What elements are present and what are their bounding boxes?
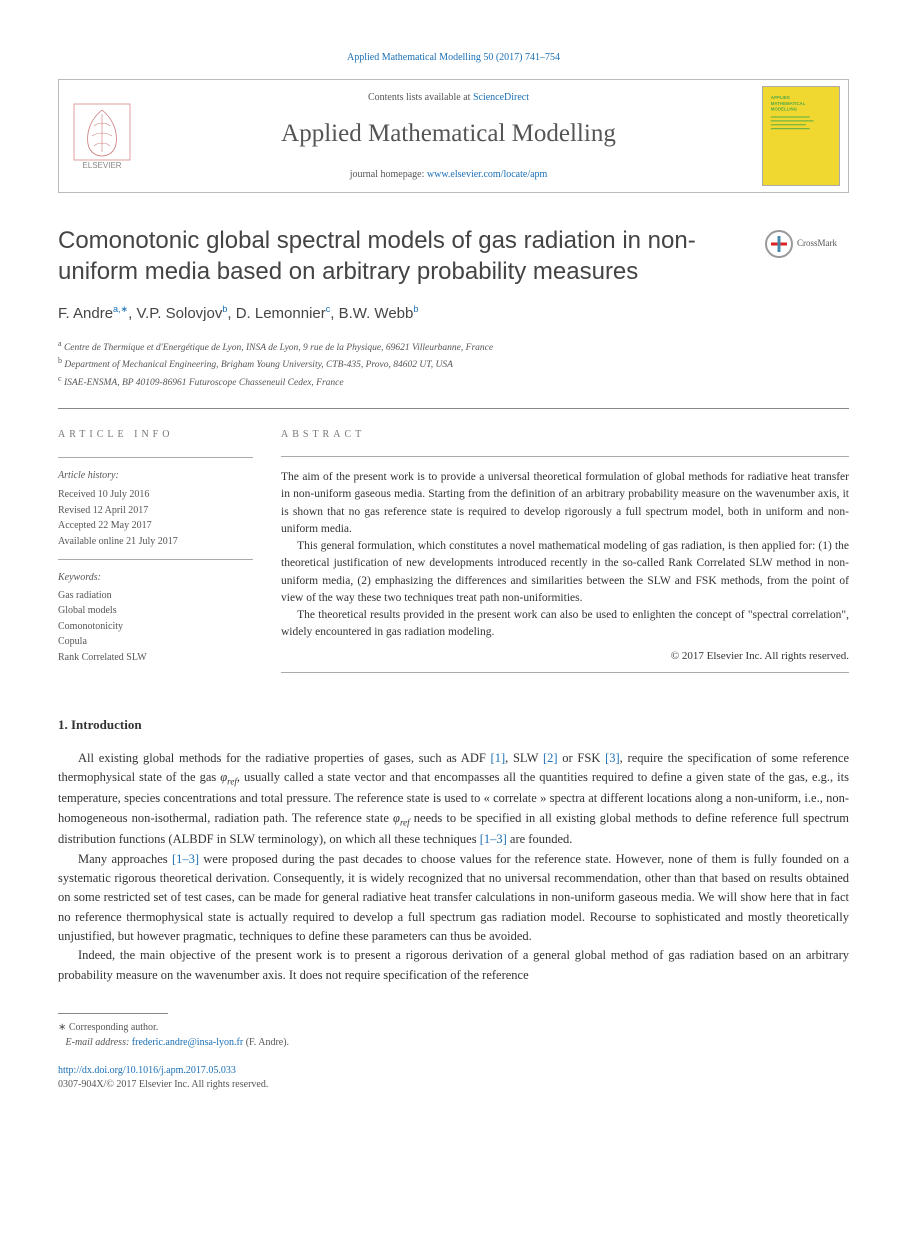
info-abstract-row: article info Article history: Received 1… (58, 409, 849, 673)
footnote-divider (58, 1013, 168, 1014)
abstract-copyright: © 2017 Elsevier Inc. All rights reserved… (281, 648, 849, 665)
body-para: Indeed, the main objective of the presen… (58, 946, 849, 985)
contents-prefix: Contents lists available at (368, 92, 473, 103)
authors: F. Andrea,∗, V.P. Solovjovb, D. Lemonnie… (58, 303, 849, 326)
ref-link[interactable]: [1–3] (172, 852, 199, 866)
crossmark-badge[interactable]: CrossMark (765, 225, 849, 263)
keywords-label: Keywords: (58, 570, 253, 586)
ref-link[interactable]: [3] (605, 751, 620, 765)
journal-header: ELSEVIER Contents lists available at Sci… (58, 79, 849, 193)
publisher-logo-cell: ELSEVIER (59, 80, 144, 192)
ref-link[interactable]: [2] (543, 751, 558, 765)
cover-thumb-cell: APPLIED MATHEMATICAL MODELLING (753, 80, 848, 192)
crossmark-label: CrossMark (797, 237, 837, 251)
abstract-rule (281, 672, 849, 673)
info-rule (58, 457, 253, 458)
aff-sup: b (58, 356, 62, 365)
affiliation: b Department of Mechanical Engineering, … (58, 355, 849, 372)
aff-text: Centre de Thermique et d'Energétique de … (64, 343, 493, 353)
abstract-para: The aim of the present work is to provid… (281, 469, 849, 538)
history-label: Article history: (58, 468, 253, 484)
author-sup: c (326, 304, 331, 314)
sciencedirect-link[interactable]: ScienceDirect (473, 92, 529, 103)
keyword: Rank Correlated SLW (58, 650, 253, 666)
citation-line[interactable]: Applied Mathematical Modelling 50 (2017)… (58, 50, 849, 65)
journal-cover-thumbnail[interactable]: APPLIED MATHEMATICAL MODELLING (762, 86, 840, 186)
header-center: Contents lists available at ScienceDirec… (144, 80, 753, 192)
keyword: Gas radiation (58, 588, 253, 604)
contents-available: Contents lists available at ScienceDirec… (144, 90, 753, 105)
section-heading: 1. Introduction (58, 715, 849, 735)
abstract-para: The theoretical results provided in the … (281, 607, 849, 642)
svg-text:APPLIED: APPLIED (770, 95, 789, 100)
homepage-prefix: journal homepage: (350, 169, 427, 180)
aff-text: ISAE-ENSMA, BP 40109-86961 Futuroscope C… (64, 378, 344, 388)
author[interactable]: V.P. Solovjov (136, 305, 222, 322)
keyword: Global models (58, 603, 253, 619)
aff-sup: c (58, 374, 62, 383)
svg-text:MATHEMATICAL: MATHEMATICAL (770, 101, 805, 106)
footnotes: ∗ Corresponding author. E-mail address: … (58, 1020, 849, 1050)
ref-link[interactable]: [1] (491, 751, 506, 765)
doi-link[interactable]: http://dx.doi.org/10.1016/j.apm.2017.05.… (58, 1065, 236, 1076)
email-label: E-mail address: (66, 1037, 130, 1048)
keyword: Comonotonicity (58, 619, 253, 635)
author[interactable]: F. Andre (58, 305, 113, 322)
svg-text:ELSEVIER: ELSEVIER (82, 161, 121, 170)
abstract: abstract The aim of the present work is … (281, 427, 849, 673)
history-received: Received 10 July 2016 (58, 487, 253, 503)
aff-text: Department of Mechanical Engineering, Br… (64, 360, 453, 370)
history-revised: Revised 12 April 2017 (58, 503, 253, 519)
corr-label: Corresponding author. (69, 1022, 158, 1033)
affiliations: a Centre de Thermique et d'Energétique d… (58, 338, 849, 390)
title-row: Comonotonic global spectral models of ga… (58, 225, 849, 287)
elsevier-logo[interactable]: ELSEVIER (72, 102, 132, 170)
author[interactable]: B.W. Webb (339, 305, 414, 322)
crossmark-icon (765, 230, 793, 258)
page: Applied Mathematical Modelling 50 (2017)… (0, 0, 907, 1132)
author-sup: a,∗ (113, 304, 128, 314)
page-footer: http://dx.doi.org/10.1016/j.apm.2017.05.… (58, 1064, 849, 1092)
article-info: article info Article history: Received 1… (58, 427, 253, 673)
affiliation: a Centre de Thermique et d'Energétique d… (58, 338, 849, 355)
body-para: All existing global methods for the radi… (58, 749, 849, 850)
aff-sup: a (58, 339, 62, 348)
journal-name: Applied Mathematical Modelling (144, 115, 753, 153)
journal-homepage: journal homepage: www.elsevier.com/locat… (144, 167, 753, 182)
email-who: (F. Andre). (246, 1037, 289, 1048)
info-label: article info (58, 427, 253, 443)
author-sup: b (222, 304, 227, 314)
abstract-rule (281, 456, 849, 457)
email-line: E-mail address: frederic.andre@insa-lyon… (58, 1035, 849, 1050)
abstract-label: abstract (281, 427, 849, 442)
corresponding-author: ∗ Corresponding author. (58, 1020, 849, 1035)
ref-link[interactable]: [1–3] (480, 832, 507, 846)
homepage-link[interactable]: www.elsevier.com/locate/apm (427, 169, 547, 180)
keyword: Copula (58, 634, 253, 650)
history-online: Available online 21 July 2017 (58, 534, 253, 550)
history-accepted: Accepted 22 May 2017 (58, 518, 253, 534)
article-title: Comonotonic global spectral models of ga… (58, 225, 741, 287)
body-text: All existing global methods for the radi… (58, 749, 849, 986)
info-rule (58, 559, 253, 560)
abstract-para: This general formulation, which constitu… (281, 538, 849, 607)
body-para: Many approaches [1–3] were proposed duri… (58, 850, 849, 947)
email-link[interactable]: frederic.andre@insa-lyon.fr (132, 1037, 243, 1048)
author-sup: b (413, 304, 418, 314)
author[interactable]: D. Lemonnier (236, 305, 326, 322)
affiliation: c ISAE-ENSMA, BP 40109-86961 Futuroscope… (58, 373, 849, 390)
issn-copyright: 0307-904X/© 2017 Elsevier Inc. All right… (58, 1078, 849, 1092)
svg-text:MODELLING: MODELLING (770, 107, 797, 112)
